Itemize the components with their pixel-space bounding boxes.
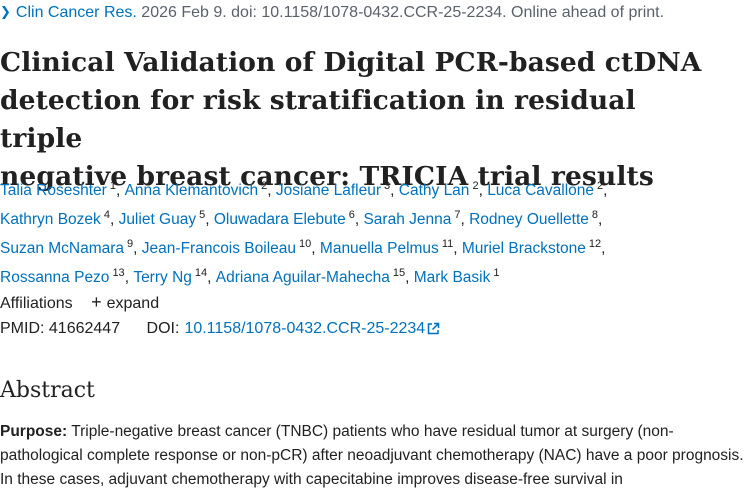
affiliation-number[interactable]: 2 — [261, 180, 268, 192]
author-link[interactable]: Oluwadara Elebute — [213, 211, 346, 228]
expand-label: expand — [106, 295, 160, 312]
author: Manuella Pelmus 11, — [319, 238, 462, 257]
identifiers-row: PMID: 41662447 DOI: 10.1158/1078-0432.CCR… — [0, 320, 440, 340]
author: Terry Ng 14, — [133, 267, 216, 286]
affiliation-number[interactable]: 3 — [384, 180, 391, 192]
author-link[interactable]: Rossanna Pezo — [0, 269, 110, 286]
chevron-right-icon[interactable]: ❯ — [0, 4, 11, 19]
author-link[interactable]: Suzan McNamara — [0, 240, 125, 257]
doi-label: DOI: — [146, 320, 180, 337]
author: Jean-Francois Boileau 10, — [141, 238, 320, 257]
external-link-icon[interactable] — [427, 322, 440, 340]
expand-affiliations-button[interactable]: + expand — [91, 292, 160, 312]
author-link[interactable]: Cathy Lan — [398, 182, 470, 199]
author-link[interactable]: Anna Klemantovich — [124, 182, 259, 199]
author: Rossanna Pezo 13, — [0, 267, 134, 286]
affiliation-number[interactable]: 13 — [112, 267, 125, 279]
author-link[interactable]: Mark Basik — [413, 269, 491, 286]
author-link[interactable]: Manuella Pelmus — [319, 240, 439, 257]
affiliation-number[interactable]: 8 — [591, 209, 599, 221]
author: Luca Cavallone 2, — [487, 180, 608, 199]
author: Talia Roseshter 1, — [0, 180, 125, 199]
affiliation-number[interactable]: 2 — [472, 180, 479, 192]
author-link[interactable]: Luca Cavallone — [487, 182, 595, 199]
pmid-value: 41662447 — [48, 320, 121, 337]
affiliation-number[interactable]: 1 — [493, 267, 500, 279]
affiliation-number[interactable]: 15 — [392, 267, 406, 279]
author: Mark Basik 1 — [413, 267, 500, 286]
author: Rodney Ouellette 8, — [469, 209, 603, 228]
plus-icon: + — [91, 292, 102, 312]
author-list: Talia Roseshter 1, Anna Klemantovich 2, Jo… — [0, 174, 745, 290]
author-link[interactable]: Kathryn Bozek — [0, 211, 101, 228]
author-link[interactable]: Sarah Jenna — [363, 211, 452, 228]
affiliation-number[interactable]: 11 — [441, 238, 454, 250]
pmid-label: PMID: — [0, 320, 45, 337]
author-link[interactable]: Talia Roseshter — [0, 182, 107, 199]
affiliation-number[interactable]: 6 — [348, 209, 355, 221]
title-line-2: detection for risk stratification in res… — [0, 85, 636, 154]
journal-link[interactable]: Clin Cancer Res. — [15, 4, 137, 21]
author-link[interactable]: Rodney Ouellette — [469, 211, 589, 228]
author: Suzan McNamara 9, — [0, 238, 142, 257]
article-title: Clinical Validation of Digital PCR-based… — [0, 44, 720, 196]
affiliation-number[interactable]: 2 — [597, 180, 604, 192]
author: Kathryn Bozek 4, — [0, 209, 119, 228]
title-line-1: Clinical Validation of Digital PCR-based… — [0, 47, 702, 78]
citation-line: ❯ Clin Cancer Res. 2026 Feb 9. doi: 10.11… — [0, 4, 664, 22]
author-link[interactable]: Jean-Francois Boileau — [141, 240, 297, 257]
affiliation-number[interactable]: 12 — [588, 238, 602, 250]
doi-link[interactable]: 10.1158/1078-0432.CCR-25-2234 — [184, 320, 426, 337]
purpose-label: Purpose: — [0, 423, 68, 440]
title-line-3: negative breast cancer: TRICIA trial res… — [0, 161, 654, 192]
affiliation-number[interactable]: 7 — [454, 209, 461, 221]
abstract-paragraph: Purpose: Triple-negative breast cancer (… — [0, 420, 750, 492]
author-link[interactable]: Terry Ng — [133, 269, 192, 286]
affiliation-number[interactable]: 5 — [199, 209, 206, 221]
author: Cathy Lan 2, — [398, 180, 488, 199]
author-link[interactable]: Juliet Guay — [118, 211, 197, 228]
author: Adriana Aguilar-Mahecha 15, — [215, 267, 414, 286]
author-link[interactable]: Muriel Brackstone — [461, 240, 586, 257]
affiliation-number[interactable]: 4 — [103, 209, 110, 221]
affiliation-number[interactable]: 14 — [194, 267, 208, 279]
author: Muriel Brackstone 12, — [461, 238, 606, 257]
citation-details: 2026 Feb 9. doi: 10.1158/1078-0432.CCR-2… — [141, 4, 665, 21]
affiliation-number[interactable]: 1 — [109, 180, 116, 192]
author: Sarah Jenna 7, — [363, 209, 470, 228]
author: Oluwadara Elebute 6, — [213, 209, 364, 228]
purpose-text: Triple-negative breast cancer (TNBC) pat… — [0, 423, 744, 488]
author: Juliet Guay 5, — [118, 209, 214, 228]
author: Anna Klemantovich 2, — [124, 180, 276, 199]
affiliation-number[interactable]: 10 — [299, 238, 312, 250]
affiliations-label: Affiliations — [0, 295, 73, 312]
author-link[interactable]: Josiane Lafleur — [275, 182, 382, 199]
affiliations-row: Affiliations + expand — [0, 292, 159, 313]
abstract-heading: Abstract — [0, 378, 95, 403]
author: Josiane Lafleur 3, — [275, 180, 399, 199]
author-link[interactable]: Adriana Aguilar-Mahecha — [215, 269, 390, 286]
affiliation-number[interactable]: 9 — [127, 238, 134, 250]
